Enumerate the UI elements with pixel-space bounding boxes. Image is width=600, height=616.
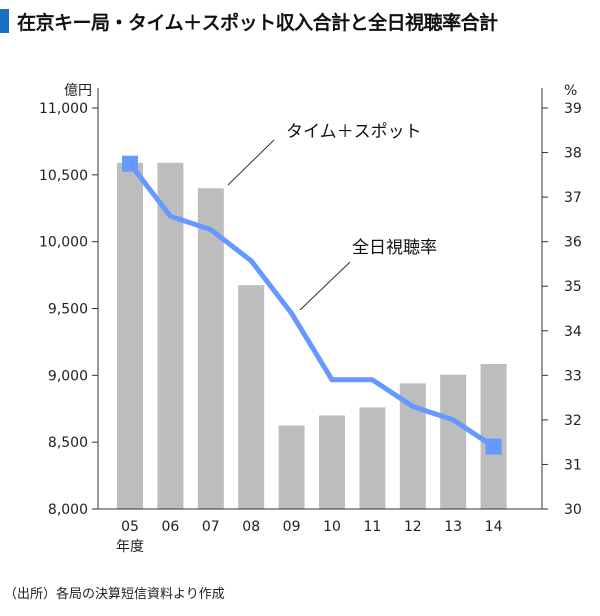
rating-line bbox=[128, 162, 495, 449]
x-tick-label: 07 bbox=[202, 519, 220, 535]
right-tick-label: 37 bbox=[564, 190, 582, 206]
left-tick-label: 10,500 bbox=[39, 168, 88, 184]
right-tick-label: 32 bbox=[564, 413, 582, 429]
right-tick-label: 35 bbox=[564, 279, 582, 295]
bar-07 bbox=[197, 188, 224, 509]
bar-05 bbox=[117, 162, 143, 509]
x-tick-label: 05 bbox=[121, 519, 139, 535]
left-tick-label: 11,000 bbox=[39, 101, 88, 117]
bar-series-annotation: タイム＋スポット bbox=[286, 122, 422, 142]
right-tick-label: 30 bbox=[564, 502, 582, 518]
chart-title: 在京キー局・タイム＋スポット収入合計と全日視聴率合計 bbox=[17, 11, 498, 34]
bar-11 bbox=[359, 407, 386, 509]
right-tick-label: 34 bbox=[564, 324, 582, 340]
left-axis-unit: 億円 bbox=[64, 83, 92, 99]
x-tick-label: 12 bbox=[404, 519, 422, 535]
right-tick-label: 36 bbox=[564, 235, 582, 251]
x-tick-label: 13 bbox=[444, 519, 462, 535]
line-series-annotation: 全日視聴率 bbox=[352, 238, 437, 258]
x-tick-label: 09 bbox=[283, 519, 301, 535]
left-tick-label: 8,500 bbox=[48, 435, 88, 451]
chart-title-bar: 在京キー局・タイム＋スポット収入合計と全日視聴率合計 bbox=[0, 8, 498, 34]
bar-13 bbox=[440, 374, 467, 509]
line-annotation-leader bbox=[299, 261, 351, 311]
source-note: （出所）各局の決算短信資料より作成 bbox=[4, 587, 225, 602]
x-tick-label: 08 bbox=[242, 519, 260, 535]
x-tick-label: 11 bbox=[363, 519, 381, 535]
x-axis-label: 年度 bbox=[116, 539, 144, 555]
left-tick-label: 8,000 bbox=[48, 502, 88, 518]
x-tick-label: 14 bbox=[485, 519, 503, 535]
bar-09 bbox=[278, 425, 305, 509]
bar-annotation-leader bbox=[227, 139, 275, 186]
x-tick-label: 06 bbox=[161, 519, 179, 535]
right-tick-label: 39 bbox=[564, 101, 582, 117]
right-tick-label: 38 bbox=[564, 146, 582, 162]
right-tick-label: 33 bbox=[564, 368, 582, 384]
bar-14 bbox=[480, 363, 507, 509]
left-tick-label: 9,500 bbox=[48, 302, 88, 318]
right-axis-unit: % bbox=[564, 83, 577, 99]
bar-08 bbox=[238, 285, 265, 509]
bar-10 bbox=[319, 415, 345, 509]
right-tick-label: 31 bbox=[564, 457, 582, 473]
left-tick-label: 10,000 bbox=[39, 235, 88, 251]
title-marker bbox=[0, 9, 9, 33]
x-tick-label: 10 bbox=[323, 519, 341, 535]
left-tick-label: 9,000 bbox=[48, 368, 88, 384]
